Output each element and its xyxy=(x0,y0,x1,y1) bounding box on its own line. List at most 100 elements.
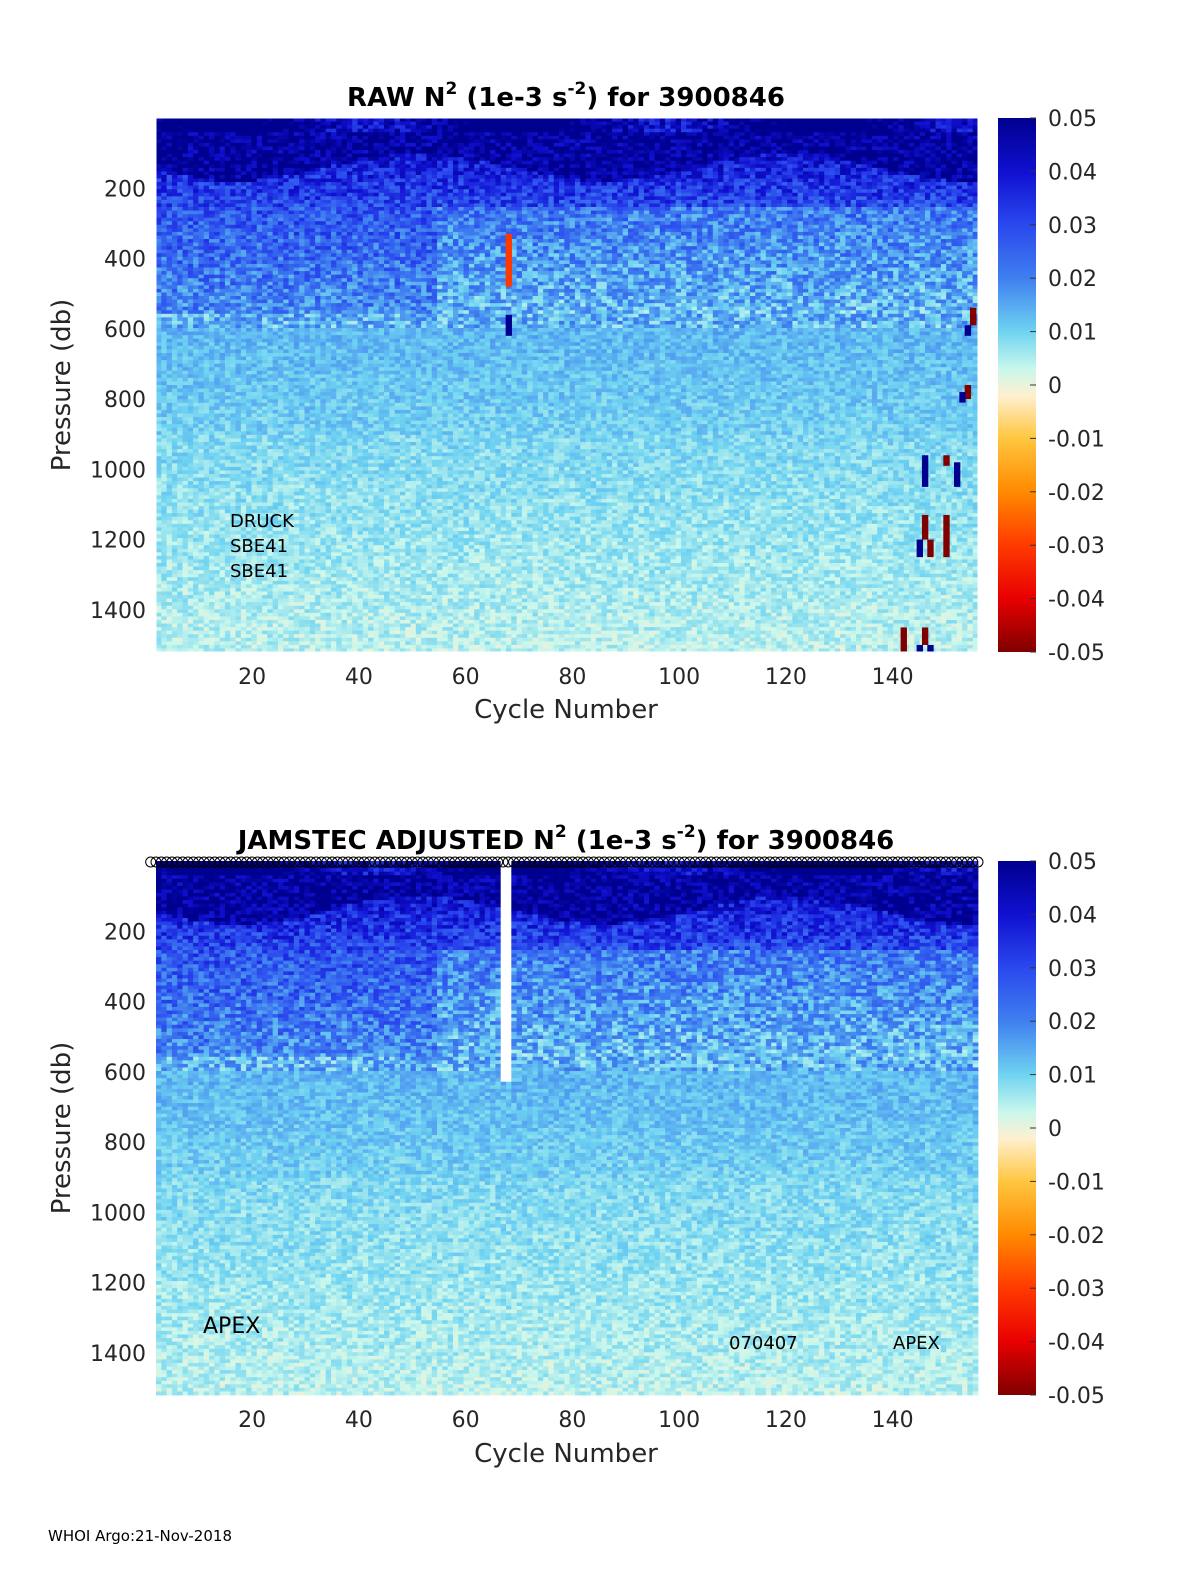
heatmap-cell xyxy=(188,549,194,553)
heatmap-cell xyxy=(289,538,295,542)
heatmap-cell xyxy=(177,545,183,549)
heatmap-cell xyxy=(283,303,289,307)
heatmap-cell xyxy=(262,641,268,645)
heatmap-cell xyxy=(241,196,247,200)
heatmap-cell xyxy=(183,214,189,218)
heatmap-cell xyxy=(230,624,236,628)
heatmap-cell xyxy=(209,264,215,268)
heatmap-cell xyxy=(167,232,173,236)
heatmap-cell xyxy=(220,182,226,186)
heatmap-cell xyxy=(230,317,236,321)
heatmap-cell xyxy=(214,346,220,350)
heatmap-cell xyxy=(161,527,167,531)
heatmap-cell xyxy=(198,211,204,215)
heatmap-cell xyxy=(172,186,178,190)
heatmap-cell xyxy=(294,171,300,175)
heatmap-cell xyxy=(236,146,242,150)
heatmap-cell xyxy=(172,506,178,510)
heatmap-cell xyxy=(161,161,167,165)
heatmap-cell xyxy=(273,257,279,261)
heatmap-cell xyxy=(236,122,242,126)
heatmap-cell xyxy=(220,431,226,435)
heatmap-cell xyxy=(251,616,257,620)
heatmap-cell xyxy=(246,591,252,595)
heatmap-cell xyxy=(273,613,279,617)
heatmap-cell xyxy=(183,378,189,382)
heatmap-cell xyxy=(230,346,236,350)
heatmap-cell xyxy=(273,442,279,446)
heatmap-cell xyxy=(193,307,199,311)
heatmap-cell xyxy=(294,157,300,161)
heatmap-cell xyxy=(230,200,236,204)
heatmap-cell xyxy=(220,374,226,378)
heatmap-cell xyxy=(214,378,220,382)
heatmap-cell xyxy=(230,203,236,207)
heatmap-cell xyxy=(289,282,295,286)
heatmap-cell xyxy=(167,527,173,531)
heatmap-cell xyxy=(257,609,263,613)
heatmap-cell xyxy=(183,342,189,346)
heatmap-cell xyxy=(156,559,162,563)
heatmap-cell xyxy=(251,446,257,450)
heatmap-cell xyxy=(167,499,173,503)
heatmap-cell xyxy=(273,602,279,606)
heatmap-cell xyxy=(214,246,220,250)
heatmap-cell xyxy=(241,641,247,645)
heatmap-cell xyxy=(198,510,204,514)
heatmap-cell xyxy=(156,364,162,368)
heatmap-cell xyxy=(236,225,242,229)
heatmap-cell xyxy=(220,574,226,578)
heatmap-cell xyxy=(262,456,268,460)
heatmap-cell xyxy=(251,602,257,606)
heatmap-cell xyxy=(289,613,295,617)
heatmap-cell xyxy=(262,357,268,361)
heatmap-cell xyxy=(236,413,242,417)
heatmap-cell xyxy=(267,179,273,183)
heatmap-cell xyxy=(241,243,247,247)
heatmap-cell xyxy=(257,146,263,150)
heatmap-cell xyxy=(241,413,247,417)
heatmap-cell xyxy=(289,129,295,133)
heatmap-cell xyxy=(257,403,263,407)
heatmap-cell xyxy=(289,257,295,261)
heatmap-cell xyxy=(209,549,215,553)
heatmap-cell xyxy=(225,595,231,599)
heatmap-cell xyxy=(246,129,252,133)
heatmap-cell xyxy=(220,531,226,535)
heatmap-cell xyxy=(267,310,273,314)
heatmap-cell xyxy=(273,353,279,357)
heatmap-cell xyxy=(230,264,236,268)
heatmap-cell xyxy=(225,588,231,592)
heatmap-cell xyxy=(225,324,231,328)
heatmap-cell xyxy=(156,481,162,485)
heatmap-cell xyxy=(204,278,210,282)
heatmap-cell xyxy=(183,296,189,300)
heatmap-cell xyxy=(209,470,215,474)
heatmap-cell xyxy=(236,485,242,489)
heatmap-cell xyxy=(246,609,252,613)
heatmap-cell xyxy=(183,132,189,136)
heatmap-cell xyxy=(161,285,167,289)
heatmap-cell xyxy=(241,282,247,286)
heatmap-cell xyxy=(246,374,252,378)
heatmap-cell xyxy=(257,264,263,268)
heatmap-cell xyxy=(161,164,167,168)
heatmap-cell xyxy=(257,186,263,190)
heatmap-cell xyxy=(257,307,263,311)
heatmap-cell xyxy=(257,638,263,642)
heatmap-cell xyxy=(161,638,167,642)
heatmap-cell xyxy=(289,581,295,585)
heatmap-cell xyxy=(267,506,273,510)
heatmap-cell xyxy=(204,381,210,385)
heatmap-cell xyxy=(236,474,242,478)
heatmap-cell xyxy=(283,300,289,304)
heatmap-cell xyxy=(251,495,257,499)
heatmap-cell xyxy=(220,542,226,546)
heatmap-cell xyxy=(220,132,226,136)
heatmap-cell xyxy=(177,303,183,307)
heatmap-cell xyxy=(198,161,204,165)
heatmap-cell xyxy=(257,349,263,353)
heatmap-cell xyxy=(257,221,263,225)
heatmap-cell xyxy=(193,478,199,482)
heatmap-cell xyxy=(204,122,210,126)
